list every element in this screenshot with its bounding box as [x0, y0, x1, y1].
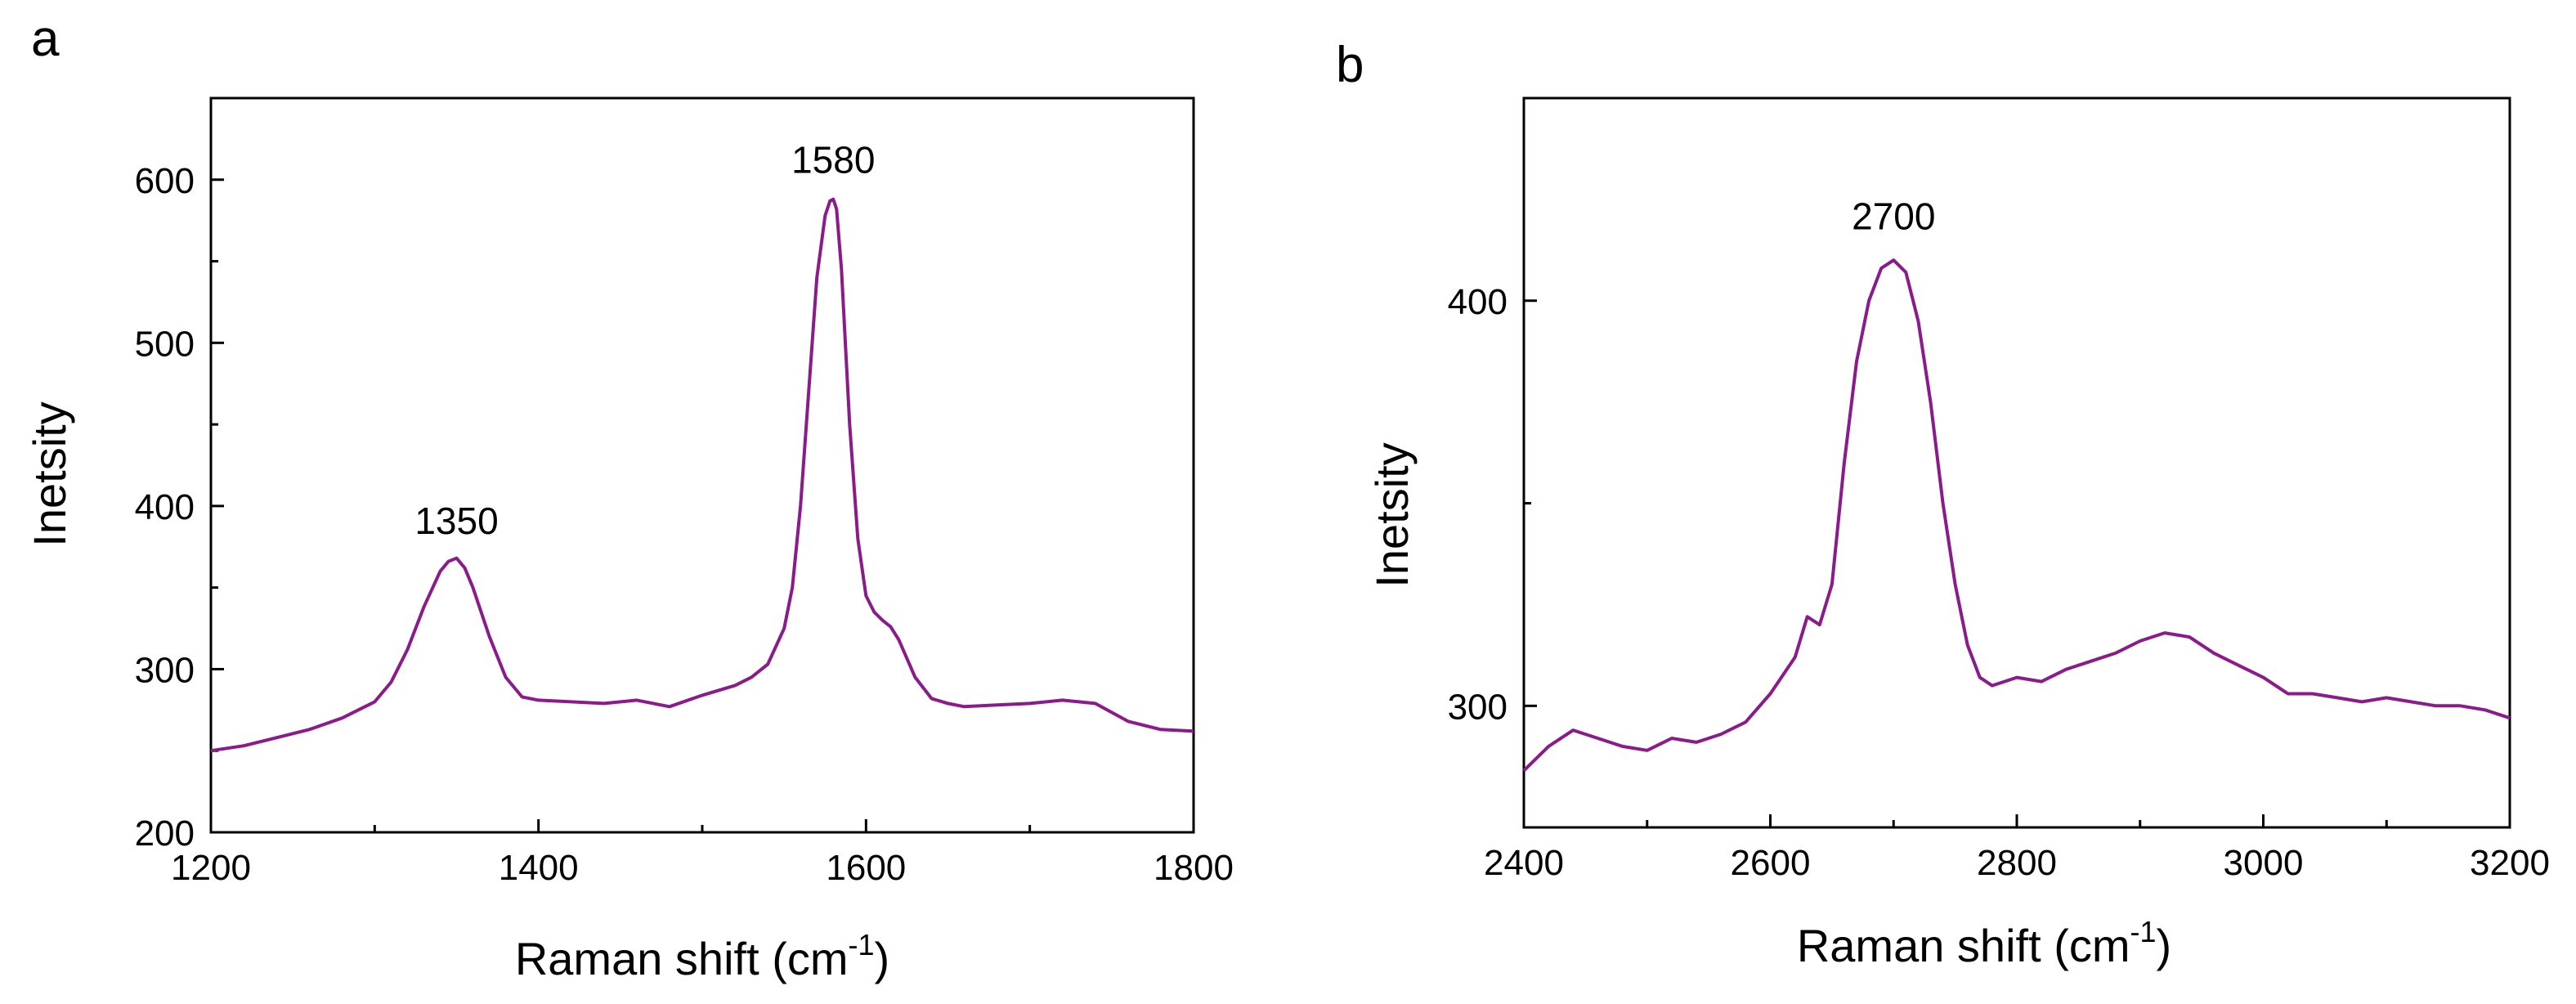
panel-a-ticks [209, 178, 1195, 834]
panel-a-label: a [31, 11, 60, 67]
panel-a: a 1200 1400 1600 1800 200 300 400 500 600 1350 15… [24, 11, 1234, 984]
panel-b-y-tick-label: 300 [1448, 687, 1508, 727]
panel-a-y-tick-label: 600 [135, 161, 195, 201]
panel-a-x-tick-label: 1400 [499, 848, 579, 888]
panel-a-y-tick-label: 200 [135, 814, 195, 854]
panel-a-series-line [210, 197, 1194, 753]
panel-b-x-tick-label: 2400 [1484, 843, 1564, 883]
panel-b-x-tick-label: 3000 [2224, 843, 2304, 883]
panel-a-annotations: 1350 1580 [414, 139, 875, 542]
panel-b-x-tick-label: 2600 [1731, 843, 1811, 883]
panel-a-x-tick-label: 1200 [171, 848, 251, 888]
panel-a-y-axis-title: Inetsity [24, 401, 75, 546]
panel-b-y-axis-title: Inetsity [1366, 442, 1418, 587]
panel-a-y-tick-label: 500 [135, 324, 195, 364]
panel-b-series-line [1522, 258, 2511, 773]
panel-a-x-axis-title: Raman shift (cm-1) [515, 928, 889, 984]
panel-b-peak-label: 2700 [1852, 195, 1935, 237]
panel-b-x-axis-title: Raman shift (cm-1) [1797, 915, 2171, 971]
panel-a-y-tick-label: 400 [135, 487, 195, 527]
panel-a-plot-frame [209, 96, 1195, 834]
panel-b-x-tick-label: 2800 [1977, 843, 2057, 883]
panel-a-peak-label: 1350 [414, 500, 498, 542]
panel-a-y-tick-label: 300 [135, 650, 195, 690]
panel-a-peak-label: 1580 [791, 139, 875, 182]
panel-b-y-tick-label: 400 [1448, 282, 1508, 322]
panel-b: b 2400 2600 2800 3000 3200 300 400 2700 Raman … [1336, 37, 2550, 971]
panel-b-annotations: 2700 [1852, 195, 1935, 237]
panel-b-label: b [1336, 37, 1364, 93]
panel-a-x-tick-label: 1800 [1154, 848, 1234, 888]
panel-a-tick-labels: 1200 1400 1600 1800 200 300 400 500 600 [135, 161, 1234, 888]
panel-b-tick-labels: 2400 2600 2800 3000 3200 300 400 [1448, 282, 2550, 883]
panel-b-ticks [1522, 299, 2511, 827]
panel-b-plot-frame [1522, 96, 2511, 829]
panel-b-x-tick-label: 3200 [2470, 843, 2550, 883]
panel-a-x-tick-label: 1600 [826, 848, 906, 888]
